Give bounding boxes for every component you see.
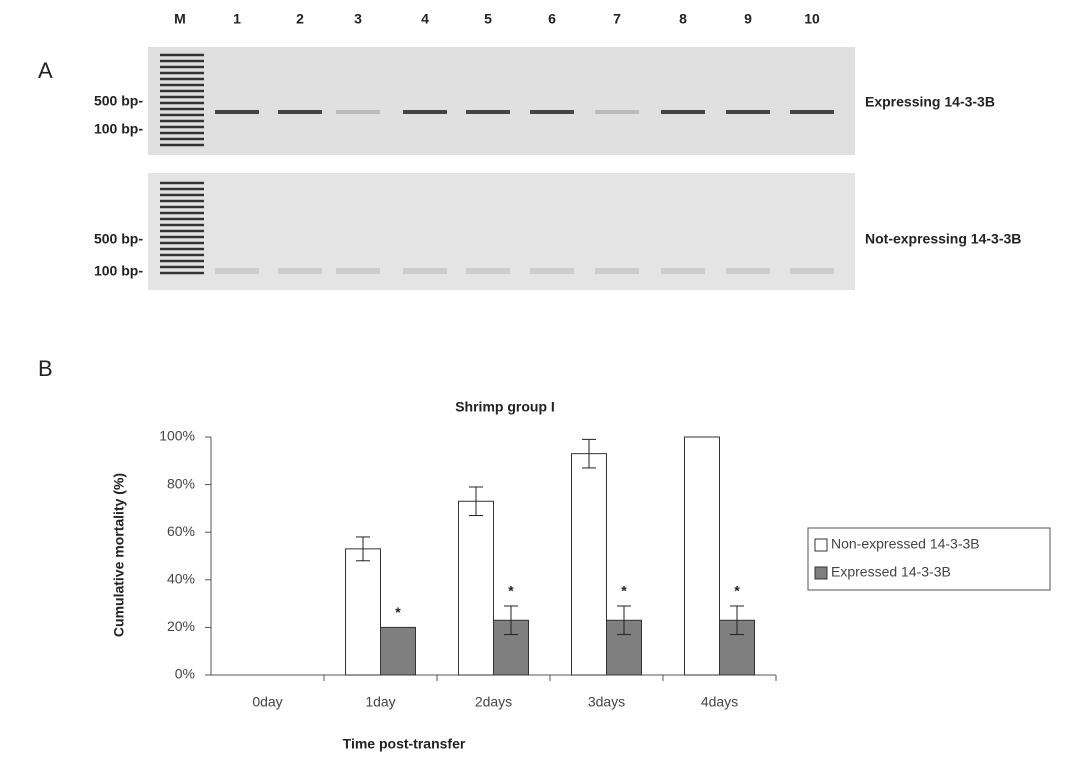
chart-title: Shrimp group I [455, 399, 555, 415]
gel-label: Expressing 14-3-3B [865, 94, 995, 110]
legend-label: Non-expressed 14-3-3B [831, 536, 980, 552]
y-tick-label: 100% [159, 428, 195, 444]
lane-label: 2 [296, 11, 304, 27]
size-marker: 500 bp- [94, 93, 143, 109]
lane-label: 7 [613, 11, 621, 27]
band [403, 268, 447, 274]
bar [345, 548, 381, 676]
lane-label: 5 [484, 11, 492, 27]
band [278, 268, 322, 274]
legend-swatch [814, 566, 828, 580]
size-marker: 100 bp- [94, 121, 143, 137]
band [403, 110, 447, 114]
y-tick-label: 20% [167, 618, 195, 634]
band [726, 268, 770, 274]
x-tick-label: 3days [588, 694, 625, 710]
lane-label: 3 [354, 11, 362, 27]
significance: * [395, 604, 401, 620]
bar [458, 500, 494, 676]
x-tick-label: 1day [365, 694, 395, 710]
x-tick-label: 2days [475, 694, 512, 710]
band [726, 110, 770, 114]
band [215, 268, 259, 274]
lane-label: 4 [421, 11, 429, 27]
band [278, 110, 322, 114]
gel [148, 47, 855, 155]
significance: * [734, 583, 740, 599]
y-tick-label: 40% [167, 571, 195, 587]
band [790, 268, 834, 274]
band [530, 110, 574, 114]
lane-label: 10 [804, 11, 820, 27]
gel-label: Not-expressing 14-3-3B [865, 231, 1021, 247]
legend-label: Expressed 14-3-3B [831, 564, 951, 580]
band [595, 110, 639, 114]
lane-label: 6 [548, 11, 556, 27]
y-tick-label: 60% [167, 523, 195, 539]
size-marker: 500 bp- [94, 231, 143, 247]
bar [684, 436, 720, 676]
lane-label: 1 [233, 11, 241, 27]
band [336, 110, 380, 114]
band [530, 268, 574, 274]
band [661, 268, 705, 274]
band [595, 268, 639, 274]
x-tick-label: 4days [701, 694, 738, 710]
lane-label: M [174, 11, 186, 27]
band [336, 268, 380, 274]
lane-label: 8 [679, 11, 687, 27]
significance: * [508, 583, 514, 599]
panel-label: B [38, 356, 53, 381]
lane-label: 9 [744, 11, 752, 27]
legend [807, 527, 1051, 591]
legend-swatch [814, 538, 828, 552]
band [466, 110, 510, 114]
band [466, 268, 510, 274]
band [790, 110, 834, 114]
bar [380, 626, 416, 676]
x-axis-label: Time post-transfer [343, 736, 466, 752]
y-axis-label: Cumulative mortality (%) [111, 473, 127, 637]
x-tick-label: 0day [252, 694, 282, 710]
y-tick-label: 0% [175, 666, 195, 682]
bar [571, 453, 607, 676]
band [661, 110, 705, 114]
panel-label: A [38, 58, 53, 83]
band [215, 110, 259, 114]
size-marker: 100 bp- [94, 263, 143, 279]
significance: * [621, 583, 627, 599]
y-tick-label: 80% [167, 475, 195, 491]
